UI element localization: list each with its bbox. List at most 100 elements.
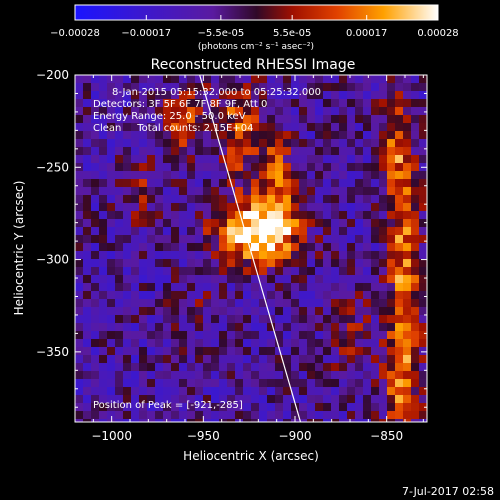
heatmap-cell xyxy=(211,139,220,148)
heatmap-cell xyxy=(355,195,364,204)
heatmap-cell xyxy=(203,123,212,132)
heatmap-cell xyxy=(147,131,156,140)
heatmap-cell xyxy=(99,115,108,124)
colorbar: −0.00028 −0.00017 −5.5e-05 5.5e-05 0.00017 0.… xyxy=(50,4,459,52)
heatmap-cell xyxy=(395,379,404,388)
heatmap-cell xyxy=(83,355,92,364)
heatmap-cell xyxy=(307,203,316,212)
heatmap-cell xyxy=(163,323,172,332)
heatmap-cell xyxy=(235,219,244,228)
heatmap-cell xyxy=(283,299,292,308)
heatmap-cell xyxy=(195,307,204,316)
heatmap-cell xyxy=(379,131,388,140)
heatmap-cell xyxy=(395,171,404,180)
heatmap-cell xyxy=(387,395,396,404)
heatmap-cell xyxy=(283,131,292,140)
heatmap-cell xyxy=(179,347,188,356)
heatmap-cell xyxy=(315,371,324,380)
heatmap-cell xyxy=(347,259,356,268)
heatmap-cell xyxy=(347,323,356,332)
heatmap-cell xyxy=(267,139,276,148)
heatmap-cell xyxy=(307,171,316,180)
heatmap-cell xyxy=(307,115,316,124)
heatmap-cell xyxy=(419,411,427,420)
heatmap-cell xyxy=(235,131,244,140)
heatmap-cell xyxy=(363,363,372,372)
heatmap-cell xyxy=(99,283,108,292)
heatmap-cell xyxy=(155,243,164,252)
heatmap-cell xyxy=(187,227,196,236)
heatmap-cell xyxy=(131,275,140,284)
heatmap-cell xyxy=(411,115,420,124)
heatmap-cell xyxy=(147,147,156,156)
heatmap-cell xyxy=(91,115,100,124)
heatmap-cell xyxy=(219,115,228,124)
heatmap-cell xyxy=(211,203,220,212)
heatmap-cell xyxy=(115,339,124,348)
heatmap-cell xyxy=(235,179,244,188)
heatmap-cell xyxy=(371,395,380,404)
heatmap-cell xyxy=(203,235,212,244)
heatmap-cell xyxy=(99,163,108,172)
heatmap-cell xyxy=(99,139,108,148)
heatmap-cell xyxy=(275,371,284,380)
heatmap-cell xyxy=(395,219,404,228)
heatmap-cell xyxy=(267,147,276,156)
heatmap-cell xyxy=(147,195,156,204)
plot-frame xyxy=(74,74,428,423)
heatmap-cell xyxy=(155,371,164,380)
heatmap-cell xyxy=(331,355,340,364)
heatmap-cell xyxy=(299,91,308,100)
x-tick-label: −850 xyxy=(370,429,403,443)
heatmap-cell xyxy=(363,187,372,196)
heatmap-cell xyxy=(171,419,180,422)
heatmap-cell xyxy=(267,219,276,228)
heatmap-cell xyxy=(171,307,180,316)
heatmap-cell xyxy=(395,203,404,212)
heatmap-cell xyxy=(139,275,148,284)
heatmap-cell xyxy=(171,363,180,372)
heatmap-cell xyxy=(323,99,332,108)
heatmap-cell xyxy=(243,139,252,148)
heatmap-cell xyxy=(403,171,412,180)
heatmap-cell xyxy=(363,275,372,284)
heatmap-cell xyxy=(259,307,268,316)
heatmap-cell xyxy=(307,411,316,420)
heatmap-cell xyxy=(243,251,252,260)
heatmap-cell xyxy=(403,235,412,244)
heatmap-cell xyxy=(331,219,340,228)
heatmap-cell xyxy=(347,315,356,324)
heatmap-cell xyxy=(91,347,100,356)
heatmap-cell xyxy=(171,347,180,356)
heatmap-cell xyxy=(355,227,364,236)
heatmap-cell xyxy=(163,259,172,268)
heatmap-cell xyxy=(99,371,108,380)
heatmap-cell xyxy=(339,259,348,268)
heatmap-cell xyxy=(115,251,124,260)
heatmap-cell xyxy=(275,259,284,268)
heatmap-cell xyxy=(259,163,268,172)
heatmap-cell xyxy=(403,219,412,228)
heatmap-cell xyxy=(163,355,172,364)
y-axis-ticks: −200−250−300−350 xyxy=(36,68,427,408)
heatmap-cell xyxy=(147,283,156,292)
heatmap-cell xyxy=(355,251,364,260)
heatmap-cell xyxy=(259,227,268,236)
heatmap-cell xyxy=(155,267,164,276)
heatmap-cell xyxy=(331,315,340,324)
heatmap-cell xyxy=(315,203,324,212)
heatmap-cell xyxy=(371,115,380,124)
heatmap-cell xyxy=(131,363,140,372)
heatmap-cell xyxy=(315,355,324,364)
heatmap-cell xyxy=(139,347,148,356)
heatmap-cell xyxy=(227,291,236,300)
heatmap-cell xyxy=(179,419,188,422)
heatmap-cell xyxy=(339,243,348,252)
heatmap-cell xyxy=(323,235,332,244)
heatmap-cell xyxy=(187,243,196,252)
heatmap-cell xyxy=(91,299,100,308)
heatmap-cell xyxy=(331,259,340,268)
heatmap-cell xyxy=(147,315,156,324)
heatmap-cell xyxy=(163,411,172,420)
heatmap-cell xyxy=(411,99,420,108)
